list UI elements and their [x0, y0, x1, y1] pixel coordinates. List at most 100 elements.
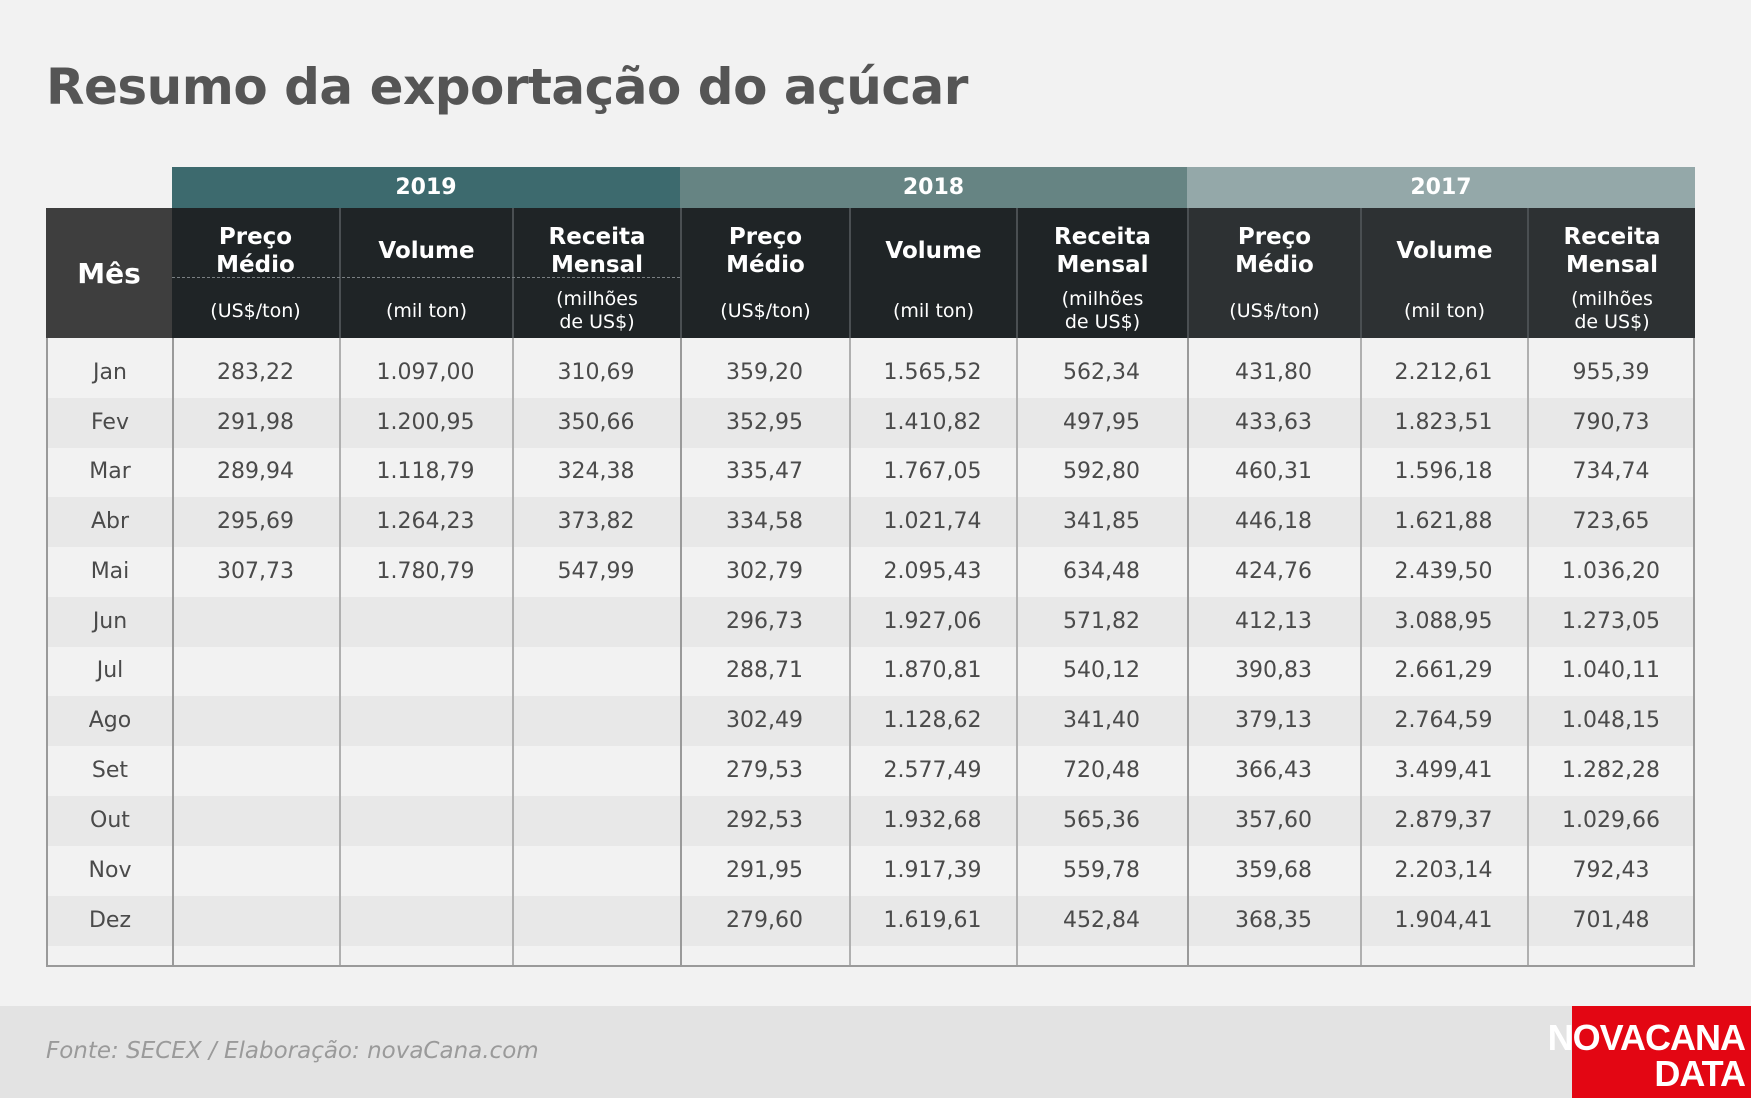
value-cell: 373,82	[557, 509, 635, 534]
value-cell	[339, 597, 512, 647]
value-cell	[512, 646, 680, 696]
value-cell: 565,36	[1063, 808, 1140, 833]
column-header-2019-receita-mensal: Receita Mensal (milhões de US$)	[512, 208, 680, 338]
value-cell	[172, 696, 339, 746]
month-column-header: Mês	[46, 208, 172, 338]
column-header-name: Receita Mensal	[1054, 224, 1151, 278]
column-header-unit: (milhões de US$)	[1571, 288, 1653, 333]
table-row: Jun 296,73 1.927,06 571,82 412,13 3.088,95 1.2…	[48, 597, 1693, 647]
logo-line-2: DATA	[1654, 1053, 1746, 1094]
header-dashed-separator	[172, 277, 680, 278]
value-cell: 2.212,61	[1394, 360, 1493, 385]
value-cell: 460,31	[1235, 459, 1312, 484]
value-cell: 2.203,14	[1394, 858, 1493, 883]
column-divider	[1016, 338, 1018, 965]
value-cell: 1.565,52	[883, 360, 982, 385]
value-cell: 1.118,79	[376, 459, 475, 484]
column-divider	[512, 338, 514, 965]
value-cell	[512, 597, 680, 647]
month-cell: Nov	[88, 858, 132, 883]
value-cell: 279,60	[726, 908, 803, 933]
value-cell	[512, 696, 680, 746]
value-cell: 379,13	[1235, 708, 1312, 733]
value-cell	[512, 796, 680, 846]
table-row: Fev 291,98 1.200,95 350,66 352,95 1.410,82 497…	[48, 398, 1693, 448]
value-cell: 334,58	[726, 509, 803, 534]
table-row: Set 279,53 2.577,49 720,48 366,43 3.499,41 1.2…	[48, 746, 1693, 796]
month-cell: Jun	[92, 609, 128, 634]
value-cell: 302,79	[726, 559, 803, 584]
footer-band	[0, 1006, 1751, 1098]
value-cell: 2.764,59	[1394, 708, 1493, 733]
value-cell	[339, 846, 512, 896]
value-cell: 1.780,79	[376, 559, 475, 584]
value-cell: 1.823,51	[1394, 410, 1493, 435]
value-cell: 571,82	[1063, 609, 1140, 634]
column-divider	[1527, 338, 1529, 965]
value-cell: 562,34	[1063, 360, 1140, 385]
column-header-name: Preço Médio	[726, 224, 805, 278]
table-row: Dez 279,60 1.619,61 452,84 368,35 1.904,41 701…	[48, 896, 1693, 946]
value-cell: 452,84	[1063, 908, 1140, 933]
value-cell: 2.577,49	[883, 758, 982, 783]
value-cell	[512, 896, 680, 946]
value-cell: 283,22	[217, 360, 294, 385]
value-cell	[339, 896, 512, 946]
value-cell: 350,66	[557, 410, 635, 435]
column-divider	[339, 338, 341, 965]
month-cell: Set	[91, 758, 129, 783]
column-header-name: Volume	[378, 238, 475, 264]
value-cell: 2.095,43	[883, 559, 982, 584]
value-cell: 424,76	[1235, 559, 1312, 584]
value-cell: 1.264,23	[376, 509, 475, 534]
value-cell: 1.048,15	[1562, 708, 1660, 733]
value-cell: 289,94	[217, 459, 294, 484]
value-cell: 291,95	[726, 858, 803, 883]
value-cell: 2.661,29	[1394, 658, 1493, 683]
value-cell: 1.932,68	[883, 808, 982, 833]
column-header-2018-preco-medio: Preço Médio (US$/ton)	[680, 208, 849, 338]
value-cell: 2.439,50	[1394, 559, 1493, 584]
value-cell: 1.128,62	[883, 708, 982, 733]
month-cell: Mai	[90, 559, 130, 584]
value-cell: 433,63	[1235, 410, 1312, 435]
column-header-name: Preço Médio	[216, 224, 295, 278]
column-header-unit: (mil ton)	[385, 299, 468, 322]
value-cell	[339, 796, 512, 846]
value-cell: 792,43	[1572, 858, 1650, 883]
column-divider	[172, 338, 174, 965]
value-cell: 497,95	[1063, 410, 1140, 435]
value-cell: 1.200,95	[376, 410, 475, 435]
value-cell: 295,69	[217, 509, 294, 534]
value-cell	[339, 746, 512, 796]
value-cell	[512, 746, 680, 796]
value-cell: 335,47	[726, 459, 803, 484]
column-header-2019-volume: Volume (mil ton)	[339, 208, 512, 338]
value-cell: 1.596,18	[1394, 459, 1493, 484]
column-header-2017-preco-medio: Preço Médio (US$/ton)	[1187, 208, 1360, 338]
value-cell	[512, 846, 680, 896]
value-cell: 634,48	[1063, 559, 1140, 584]
month-cell: Jul	[96, 658, 124, 683]
data-table-body: Jan 283,22 1.097,00 310,69 359,20 1.565,52 562…	[46, 338, 1695, 967]
value-cell	[172, 646, 339, 696]
value-cell: 366,43	[1235, 758, 1312, 783]
value-cell: 359,68	[1235, 858, 1312, 883]
value-cell	[172, 846, 339, 896]
month-cell: Out	[90, 808, 130, 833]
value-cell: 1.097,00	[376, 360, 475, 385]
value-cell: 359,20	[726, 360, 803, 385]
column-divider	[1187, 338, 1189, 965]
value-cell: 1.036,20	[1562, 559, 1660, 584]
table-row: Jul 288,71 1.870,81 540,12 390,83 2.661,29 1.0…	[48, 646, 1693, 696]
value-cell: 1.282,28	[1562, 758, 1660, 783]
column-header-unit: (milhões de US$)	[556, 288, 638, 333]
value-cell: 288,71	[726, 658, 803, 683]
column-divider	[849, 338, 851, 965]
column-header-2017-receita-mensal: Receita Mensal (milhões de US$)	[1527, 208, 1695, 338]
year-header-2019: 2019	[172, 167, 680, 208]
value-cell	[172, 597, 339, 647]
value-cell: 1.619,61	[883, 908, 982, 933]
value-cell: 352,95	[726, 410, 803, 435]
value-cell: 540,12	[1063, 658, 1140, 683]
